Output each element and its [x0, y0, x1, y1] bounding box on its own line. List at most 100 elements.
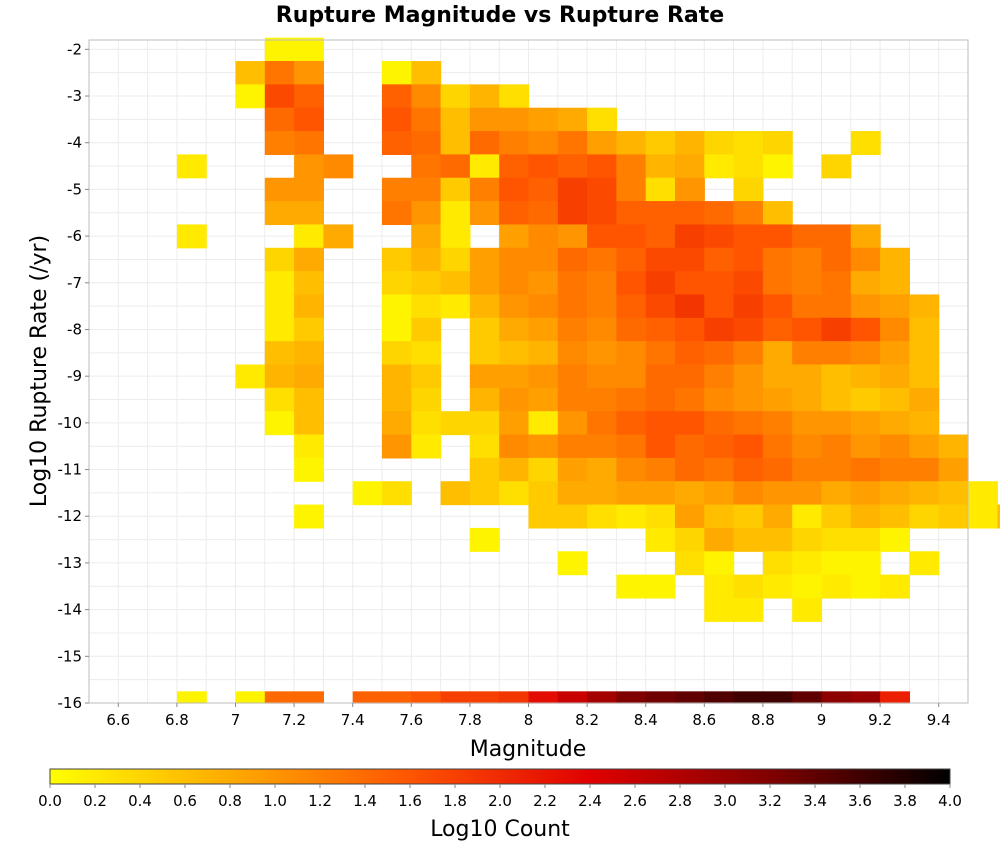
heatmap-cell — [733, 527, 764, 552]
heatmap-cell — [880, 247, 910, 272]
colorbar-tick-label: 2.0 — [488, 792, 512, 810]
heatmap-cell — [704, 457, 735, 482]
heatmap-cell — [440, 131, 471, 155]
y-tick-label: -4 — [67, 134, 82, 152]
heatmap-cell — [469, 434, 500, 459]
heatmap-cell — [294, 457, 324, 482]
colorbar-tick-label: 3.8 — [893, 792, 917, 810]
heatmap-cell — [792, 387, 823, 412]
y-tick-label: -15 — [58, 647, 83, 665]
heatmap-cell — [528, 247, 559, 272]
heatmap-cell — [557, 551, 588, 576]
heatmap-cell — [762, 387, 793, 412]
heatmap-cell — [528, 201, 559, 226]
colorbar-tick-label: 0.8 — [218, 792, 242, 810]
heatmap-cell — [469, 317, 500, 342]
heatmap-cell — [382, 177, 412, 202]
heatmap-cell — [675, 177, 705, 202]
heatmap-cell — [382, 201, 412, 226]
heatmap-cell — [440, 271, 471, 296]
heatmap-cell — [821, 294, 852, 319]
heatmap-cell — [264, 341, 295, 366]
heatmap-cell — [440, 411, 471, 436]
heatmap-cell — [645, 341, 676, 366]
heatmap-cell — [294, 271, 324, 296]
heatmap-cell — [411, 434, 442, 459]
heatmap-cell — [557, 131, 588, 155]
heatmap-cell — [821, 411, 852, 436]
heatmap-cell — [382, 84, 412, 109]
heatmap-cell — [821, 341, 852, 366]
heatmap-cell — [850, 317, 881, 342]
heatmap-cell — [733, 457, 764, 482]
heatmap-cell — [733, 247, 764, 272]
heatmap-cell — [469, 457, 500, 482]
heatmap-cell — [264, 411, 295, 436]
heatmap-cell — [821, 434, 852, 459]
colorbar-tick-label: 3.2 — [758, 792, 782, 810]
heatmap-cell — [909, 551, 940, 576]
heatmap-cell — [528, 224, 559, 249]
heatmap-cell — [733, 364, 764, 389]
heatmap-cell — [645, 527, 676, 552]
y-axis-ticks: -2 -3 -4 -5 -6 -7 -8 -9 -10 -11 -12 -13 -14 -15 -16 — [58, 40, 89, 712]
heatmap-cell — [440, 294, 471, 319]
heatmap-cell — [264, 201, 295, 226]
x-tick-label: 6.6 — [106, 711, 130, 729]
heatmap-cell — [264, 37, 295, 62]
heatmap-cell — [821, 247, 852, 272]
heatmap-cell — [587, 294, 617, 319]
heatmap-cell — [499, 177, 530, 202]
heatmap-cell — [675, 364, 705, 389]
heatmap-cell — [176, 154, 207, 179]
heatmap-cell — [469, 691, 500, 704]
heatmap-cell — [528, 341, 559, 366]
heatmap-cell — [850, 551, 881, 576]
heatmap-cell — [499, 84, 530, 109]
heatmap-cell — [587, 341, 617, 366]
heatmap-cell — [733, 317, 764, 342]
heatmap-cell — [469, 177, 500, 202]
heatmap-cell — [499, 481, 530, 506]
y-tick-label: -14 — [58, 601, 83, 619]
heatmap-cell — [382, 364, 412, 389]
heatmap-cell — [411, 341, 442, 366]
heatmap-cell — [762, 317, 793, 342]
heatmap-cell — [440, 481, 471, 506]
heatmap-cell — [821, 271, 852, 296]
heatmap-cell — [587, 107, 617, 132]
heatmap-cell — [821, 154, 852, 179]
heatmap-cell — [762, 504, 793, 529]
colorbar-tick-label: 0.0 — [38, 792, 62, 810]
heatmap-cell — [792, 691, 823, 704]
heatmap-cell — [557, 201, 588, 226]
heatmap-cell — [587, 691, 617, 704]
heatmap-cell — [792, 364, 823, 389]
heatmap-cell — [469, 481, 500, 506]
heatmap-cell — [176, 691, 207, 704]
heatmap-cell — [675, 201, 705, 226]
heatmap-cell — [909, 434, 940, 459]
x-tick-label: 8.8 — [751, 711, 775, 729]
heatmap-cell — [264, 317, 295, 342]
heatmap-cell — [762, 691, 793, 704]
heatmap-cell — [616, 691, 647, 704]
heatmap-cell — [645, 364, 676, 389]
heatmap-cell — [762, 457, 793, 482]
heatmap-cell — [675, 154, 705, 179]
heatmap-cell — [557, 481, 588, 506]
y-tick-label: -7 — [67, 274, 82, 292]
heatmap-cell — [557, 411, 588, 436]
heatmap-cell — [411, 84, 442, 109]
heatmap-cell — [587, 131, 617, 155]
heatmap-cell — [645, 434, 676, 459]
heatmap-cell — [616, 341, 647, 366]
heatmap-cell — [675, 341, 705, 366]
heatmap-cell — [880, 294, 910, 319]
heatmap-cell — [880, 574, 910, 599]
heatmap-cell — [880, 457, 910, 482]
heatmap-cell — [880, 691, 910, 704]
heatmap-cell — [792, 527, 823, 552]
heatmap-cell — [235, 61, 266, 85]
heatmap-cell — [675, 271, 705, 296]
